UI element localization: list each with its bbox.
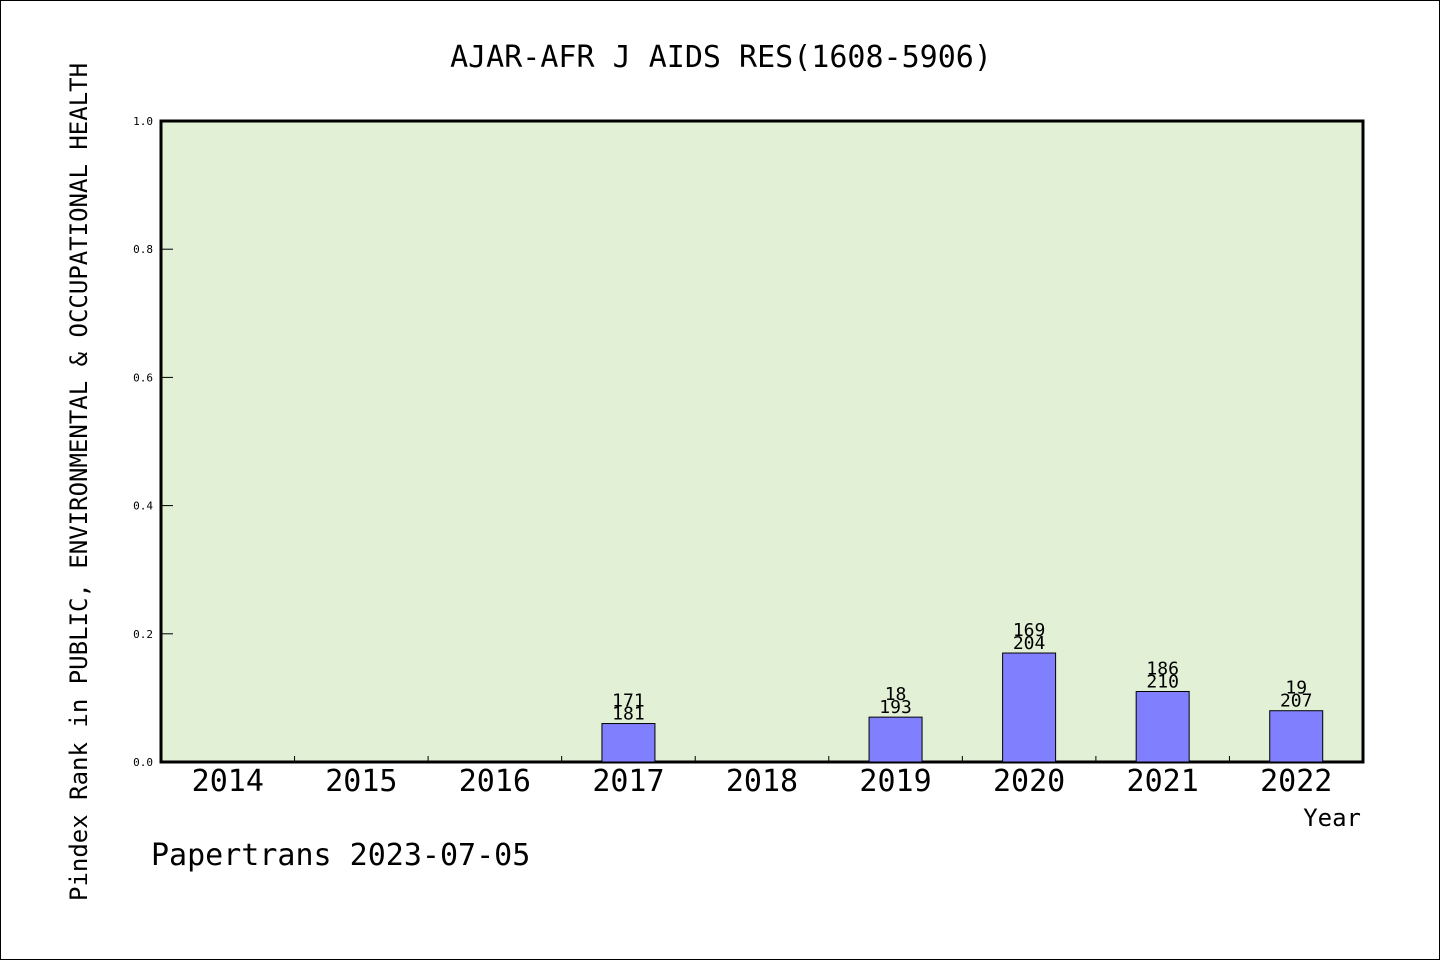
x-tick-label: 2015 (325, 764, 397, 799)
x-tick-label: 2016 (459, 764, 531, 799)
y-tick-label: 0.0 (133, 756, 153, 769)
y-tick-label: 1.0 (133, 115, 153, 128)
y-tick-label: 0.6 (133, 371, 153, 384)
data-label-bottom: 207 (1280, 691, 1313, 712)
x-tick-label: 2019 (859, 764, 931, 799)
bar (1002, 652, 1057, 763)
bar (601, 723, 656, 763)
y-axis-label: Pindex Rank in PUBLIC, ENVIRONMENTAL & O… (65, 63, 93, 901)
bar (1135, 690, 1190, 763)
x-tick-label: 2014 (192, 764, 264, 799)
data-label-bottom: 204 (1013, 633, 1046, 654)
x-tick-label: 2018 (726, 764, 798, 799)
y-tick-label: 0.8 (133, 243, 153, 256)
data-label-top: 171 (612, 691, 645, 712)
footer-credit: Papertrans 2023-07-05 (151, 838, 530, 873)
x-tick-label: 2021 (1127, 764, 1199, 799)
y-tick-label: 0.4 (133, 500, 153, 513)
plot-area (159, 119, 1365, 764)
chart-title: AJAR-AFR J AIDS RES(1608-5906) (450, 40, 992, 75)
data-label-bottom: 210 (1146, 671, 1179, 692)
x-tick-label: 2017 (592, 764, 664, 799)
data-label-bottom: 181 (612, 704, 645, 725)
axis-ticks: 0.0 0.2 0.4 0.6 0.8 1.0 2014 2015 2016 2017 2018 20… (133, 115, 1332, 799)
data-label-top: 186 (1146, 658, 1179, 679)
data-label-top: 169 (1013, 620, 1046, 641)
bar (1269, 710, 1324, 763)
data-label-top: 18 (885, 684, 907, 705)
bar (868, 716, 923, 763)
data-label-top: 19 (1285, 678, 1307, 699)
data-label-bottom: 193 (879, 697, 912, 718)
y-tick-label: 0.2 (133, 628, 153, 641)
x-tick-label: 2022 (1260, 764, 1332, 799)
x-axis-label: Year (1303, 804, 1361, 832)
x-tick-label: 2020 (993, 764, 1065, 799)
bars (601, 652, 1324, 763)
